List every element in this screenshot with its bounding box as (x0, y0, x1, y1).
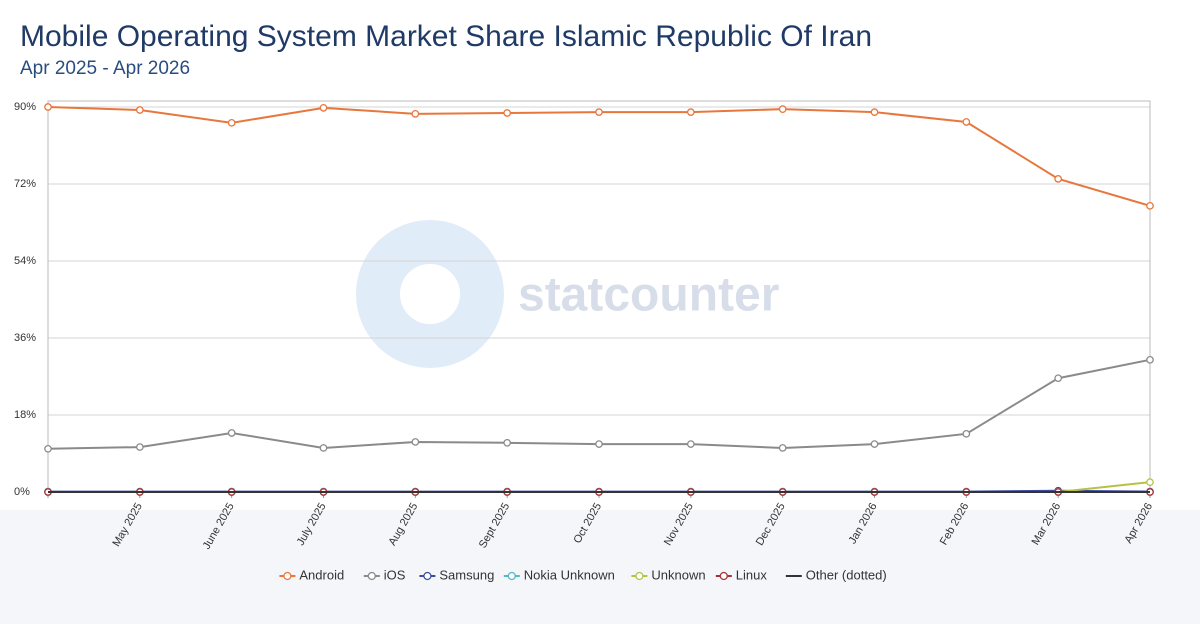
legend-marker (635, 571, 644, 581)
data-point (1054, 175, 1063, 183)
y-tick-label: 18% (14, 409, 36, 421)
legend-label: Samsung (439, 567, 494, 582)
data-point (135, 443, 144, 451)
legend-marker (719, 571, 728, 581)
y-tick-label: 54% (14, 255, 36, 267)
watermark: statcounter (356, 220, 779, 368)
legend-label: Linux (736, 567, 768, 582)
legend-item: Unknown (631, 567, 706, 582)
chart-subtitle: Apr 2025 - Apr 2026 (20, 58, 190, 79)
data-point (1146, 201, 1154, 210)
data-point (411, 109, 420, 118)
y-tick-label: 36% (14, 332, 36, 344)
data-point (503, 109, 512, 117)
legend-label: Unknown (651, 567, 705, 582)
series-line (47, 106, 1151, 207)
y-tick-label: 72% (14, 178, 36, 190)
legend-item: Android (279, 567, 344, 582)
legend-label: iOS (384, 567, 406, 582)
legend-marker (507, 571, 516, 581)
legend-label: Android (299, 567, 344, 582)
data-point (870, 440, 879, 448)
data-point (962, 429, 971, 438)
data-point (686, 440, 695, 448)
legend-label: Nokia Unknown (524, 567, 615, 582)
data-point (686, 108, 695, 116)
watermark-logo (356, 220, 504, 368)
data-point (595, 108, 603, 116)
data-point (595, 440, 603, 448)
data-point (778, 444, 787, 452)
legend-item: Other (dotted) (785, 567, 887, 582)
footer-band (0, 510, 1200, 624)
data-point (962, 118, 971, 126)
series-line (47, 358, 1151, 450)
data-point (319, 104, 328, 112)
legend-item: Nokia Unknown (503, 567, 615, 582)
legend-marker (283, 571, 292, 581)
data-point (778, 105, 787, 113)
data-point (135, 106, 144, 114)
data-point (44, 444, 52, 453)
y-tick-label: 90% (14, 101, 36, 113)
chart-title: Mobile Operating System Market Share Isl… (20, 20, 872, 53)
data-point (227, 429, 236, 437)
data-point (1146, 478, 1154, 487)
data-point (1054, 374, 1063, 383)
y-tick-label: 0% (14, 486, 30, 498)
data-point (227, 118, 236, 127)
legend-marker (367, 571, 376, 581)
data-point (44, 103, 52, 111)
legend-label: Other (dotted) (806, 567, 887, 582)
legend-item: Linux (715, 567, 768, 582)
data-point (411, 438, 420, 446)
legend-marker (423, 571, 432, 581)
data-point (1146, 355, 1154, 364)
legend-item: iOS (363, 567, 406, 582)
data-point (319, 444, 328, 452)
data-point (503, 438, 512, 447)
legend-item: Samsung (419, 567, 494, 582)
data-point (870, 108, 879, 116)
watermark-text: statcounter (518, 269, 779, 322)
